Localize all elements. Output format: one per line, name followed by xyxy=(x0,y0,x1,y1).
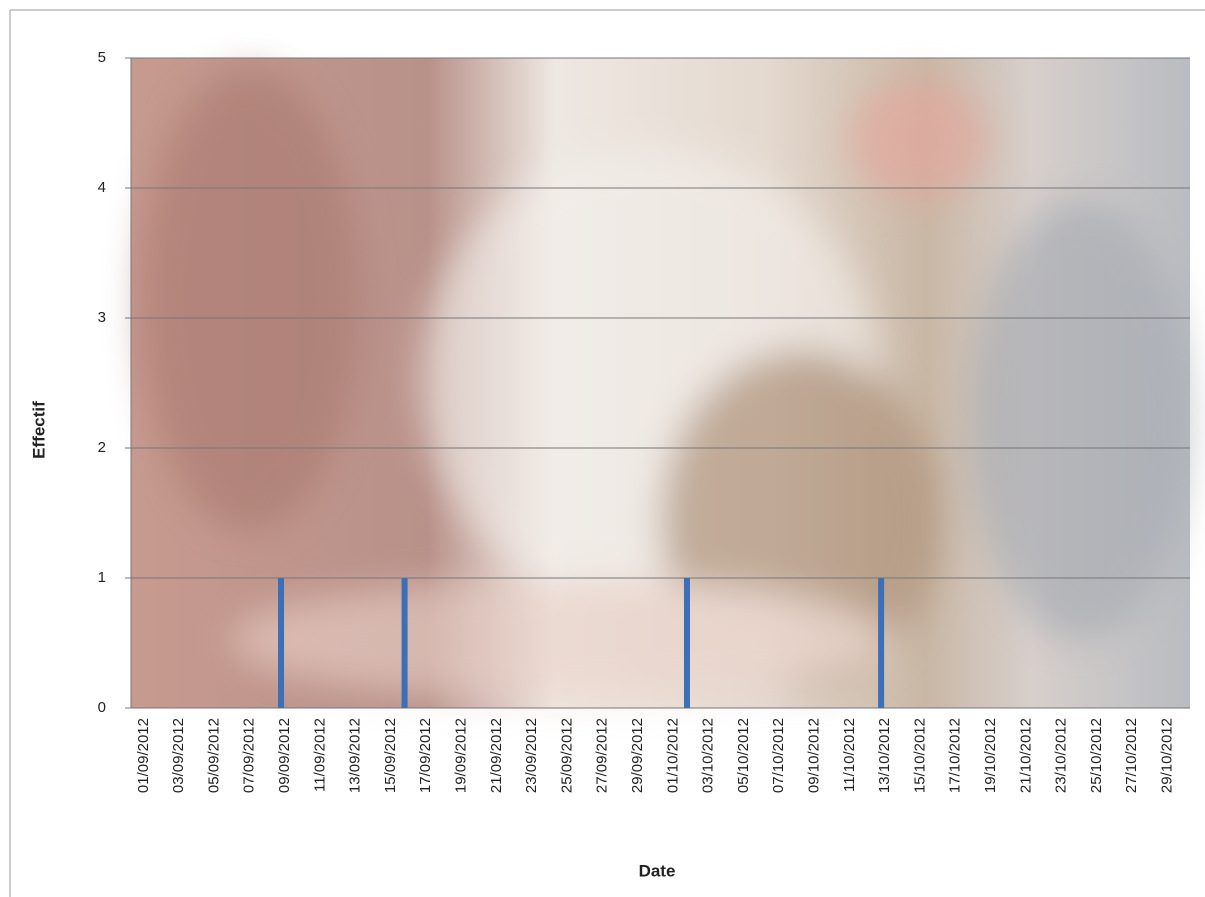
x-tick-label: 25/09/2012 xyxy=(558,718,575,793)
x-tick-label: 23/10/2012 xyxy=(1053,718,1070,793)
x-tick-label: 03/09/2012 xyxy=(170,718,187,793)
bar xyxy=(683,578,690,708)
x-tick-label: 07/10/2012 xyxy=(770,718,787,793)
x-tick-label: 01/09/2012 xyxy=(135,718,152,793)
x-axis-title: Date xyxy=(639,861,676,880)
y-tick-label: 4 xyxy=(98,179,106,196)
x-tick-label: 29/10/2012 xyxy=(1158,718,1175,793)
x-tick-label: 11/10/2012 xyxy=(841,718,858,792)
x-tick-label: 19/10/2012 xyxy=(982,718,999,793)
x-tick-label: 15/10/2012 xyxy=(911,718,928,793)
x-tick-label: 03/10/2012 xyxy=(700,718,717,793)
y-tick-label: 5 xyxy=(98,49,106,66)
y-tick-label: 1 xyxy=(98,569,106,586)
y-tick-label: 0 xyxy=(98,699,106,716)
y-tick-label: 3 xyxy=(98,309,106,326)
background-photo xyxy=(131,58,1190,708)
bar xyxy=(401,578,408,708)
bar xyxy=(878,578,885,708)
x-tick-label: 09/09/2012 xyxy=(276,718,293,793)
x-tick-label: 05/10/2012 xyxy=(735,718,752,793)
x-tick-label: 21/09/2012 xyxy=(488,718,505,793)
x-tick-label: 13/10/2012 xyxy=(876,718,893,793)
y-tick-label: 2 xyxy=(98,439,106,456)
x-tick-label: 27/10/2012 xyxy=(1123,718,1140,793)
x-tick-label: 13/09/2012 xyxy=(347,718,364,793)
x-tick-label: 11/09/2012 xyxy=(311,718,328,792)
x-tick-label: 27/09/2012 xyxy=(594,718,611,793)
x-tick-label: 29/09/2012 xyxy=(629,718,646,793)
x-tick-label: 17/10/2012 xyxy=(947,718,964,793)
x-tick-label: 01/10/2012 xyxy=(664,718,681,793)
x-tick-label: 23/09/2012 xyxy=(523,718,540,793)
x-tick-label: 19/09/2012 xyxy=(452,718,469,793)
x-tick-label: 15/09/2012 xyxy=(382,718,399,793)
x-tick-label: 07/09/2012 xyxy=(241,718,258,793)
bar xyxy=(278,578,285,708)
x-tick-label: 25/10/2012 xyxy=(1088,718,1105,793)
x-tick-label: 05/09/2012 xyxy=(205,718,222,793)
x-tick-label: 21/10/2012 xyxy=(1017,718,1034,793)
x-tick-label: 09/10/2012 xyxy=(805,718,822,793)
y-axis-title: Effectif xyxy=(29,401,48,459)
x-tick-label: 17/09/2012 xyxy=(417,718,434,793)
